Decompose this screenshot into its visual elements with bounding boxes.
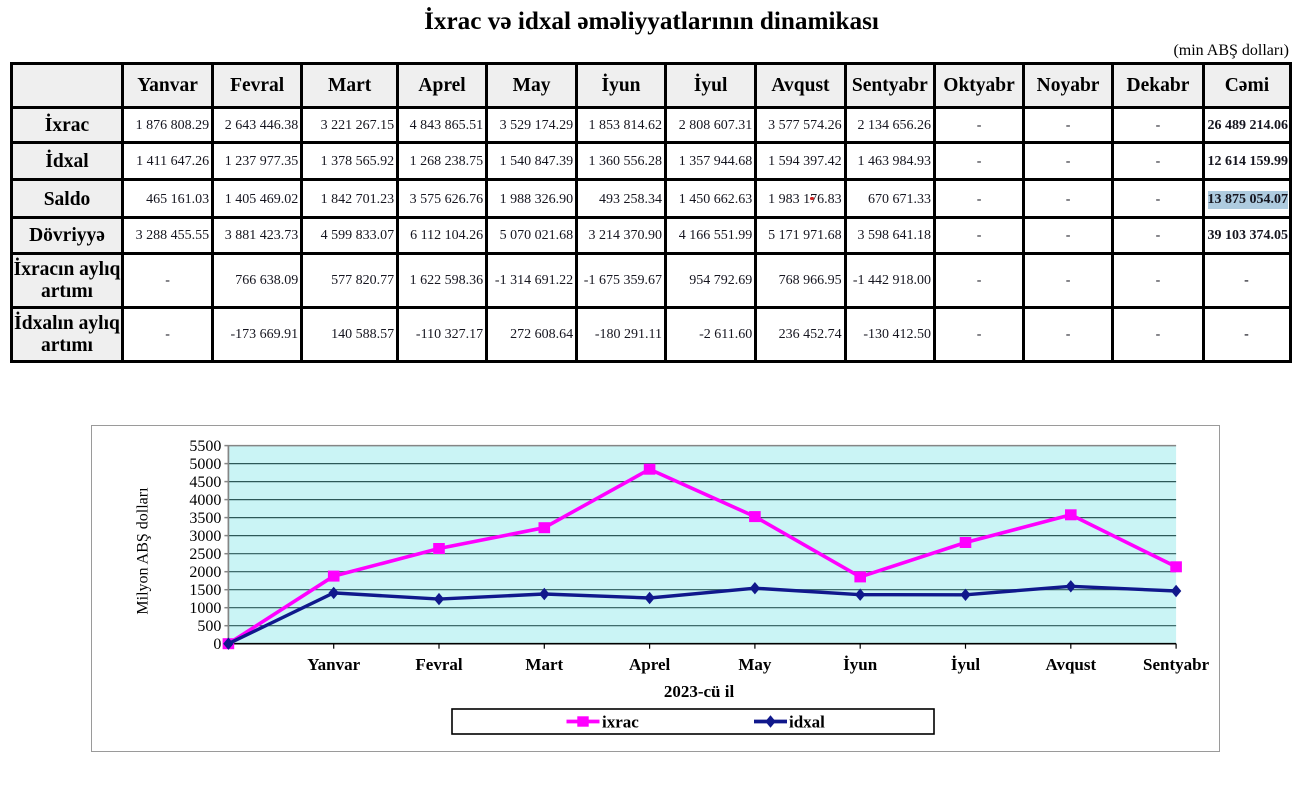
svg-text:Yanvar: Yanvar: [307, 655, 360, 674]
svg-text:Fevral: Fevral: [415, 655, 462, 674]
svg-text:Aprel: Aprel: [629, 655, 671, 674]
svg-text:İyul: İyul: [951, 655, 981, 674]
svg-text:idxal: idxal: [789, 713, 825, 732]
svg-text:May: May: [738, 655, 772, 674]
svg-text:Milyon ABŞ dolları: Milyon ABŞ dolları: [135, 487, 152, 615]
svg-text:3500: 3500: [189, 510, 221, 527]
svg-text:0: 0: [213, 636, 221, 653]
svg-text:3000: 3000: [189, 528, 221, 545]
svg-text:4000: 4000: [189, 492, 221, 509]
svg-text:İyun: İyun: [843, 655, 878, 674]
svg-text:Avqust: Avqust: [1045, 655, 1096, 674]
svg-text:4500: 4500: [189, 474, 221, 491]
svg-text:1500: 1500: [189, 582, 221, 599]
svg-text:Mart: Mart: [525, 655, 563, 674]
svg-text:5000: 5000: [189, 456, 221, 473]
svg-text:500: 500: [197, 618, 221, 635]
svg-text:2000: 2000: [189, 564, 221, 581]
svg-text:2023-cü il: 2023-cü il: [664, 682, 735, 701]
svg-text:1000: 1000: [189, 600, 221, 617]
svg-text:ixrac: ixrac: [602, 713, 639, 732]
svg-text:5500: 5500: [189, 438, 221, 455]
svg-text:2500: 2500: [189, 546, 221, 563]
svg-text:Sentyabr: Sentyabr: [1143, 655, 1210, 674]
